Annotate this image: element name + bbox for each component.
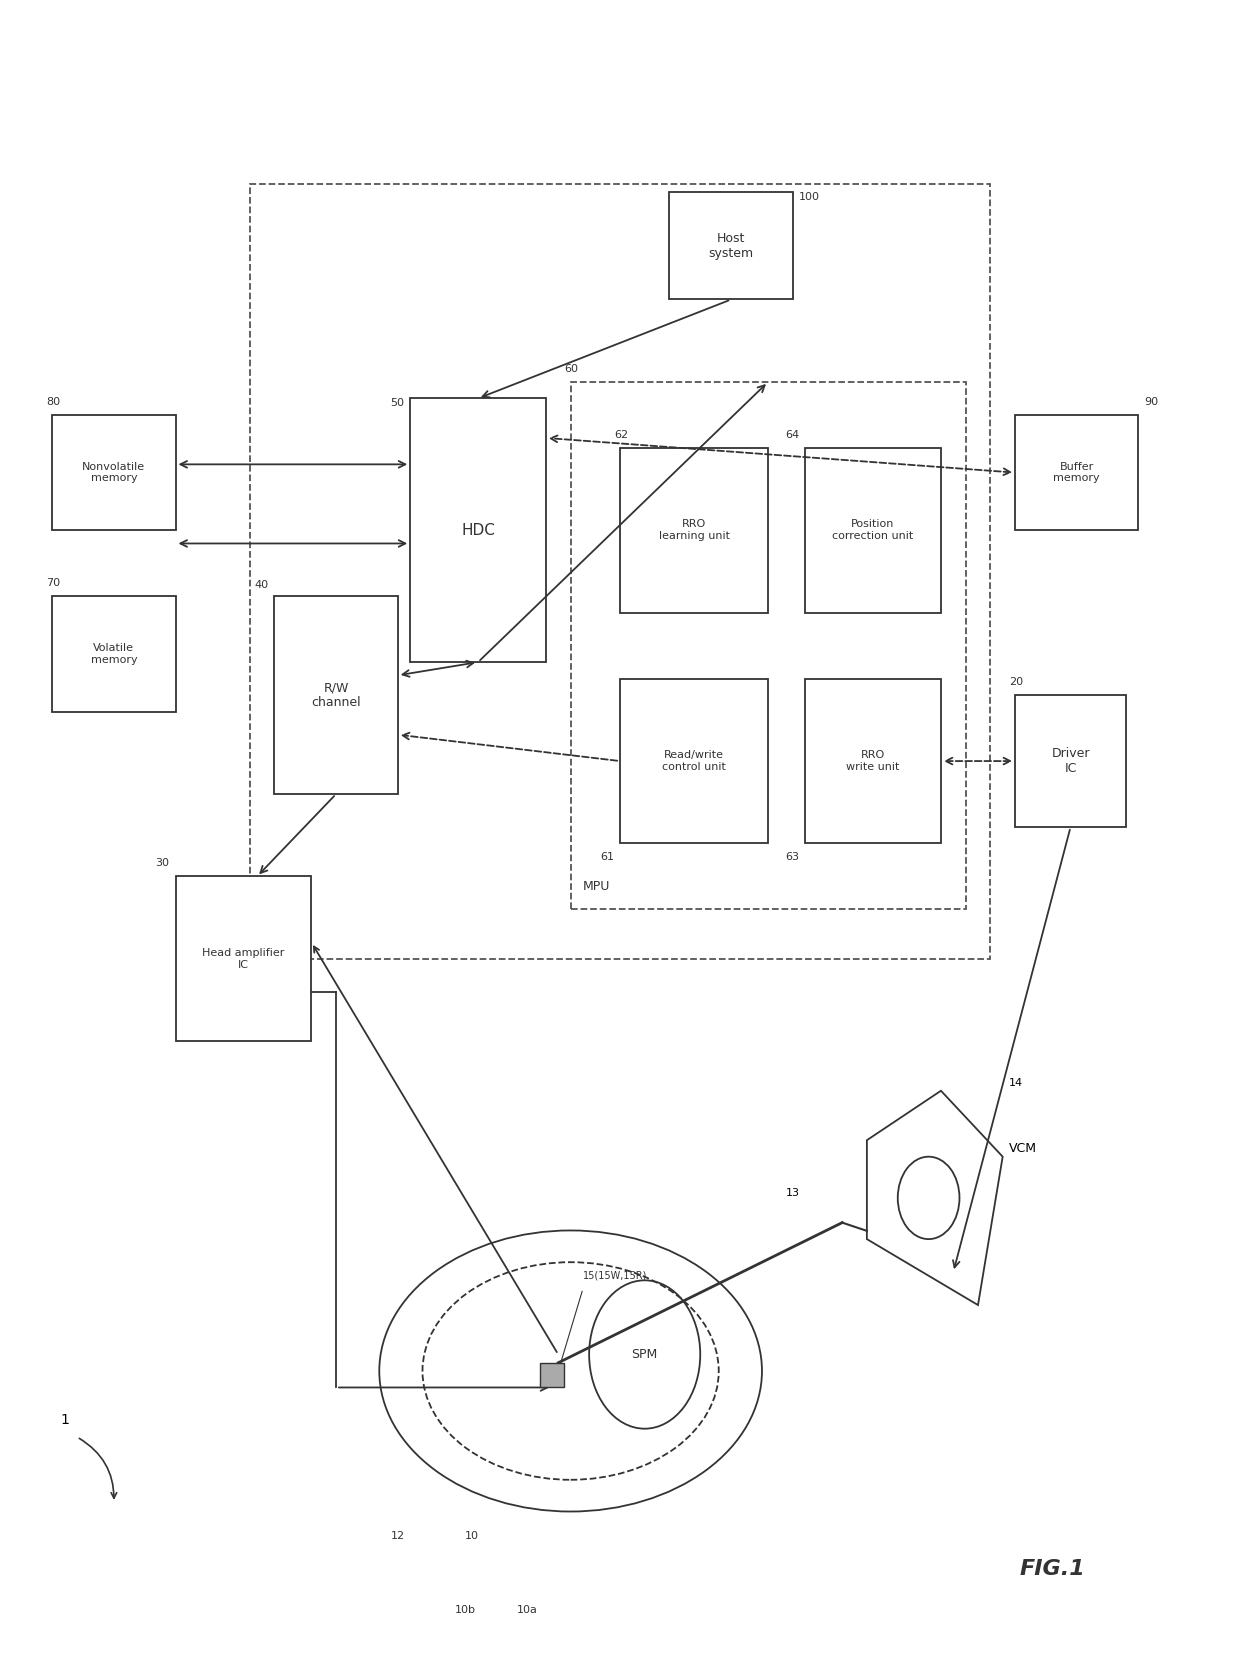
Text: 90: 90 [1145, 397, 1158, 407]
Text: Driver
IC: Driver IC [1052, 748, 1090, 776]
FancyBboxPatch shape [274, 595, 398, 794]
FancyBboxPatch shape [805, 678, 941, 844]
Text: SPM: SPM [631, 1348, 657, 1361]
FancyBboxPatch shape [539, 1363, 564, 1388]
FancyBboxPatch shape [1016, 415, 1138, 531]
Text: 10b: 10b [455, 1604, 476, 1614]
Text: 10a: 10a [517, 1604, 538, 1614]
FancyBboxPatch shape [52, 415, 176, 531]
Text: Host
system: Host system [708, 232, 754, 260]
FancyBboxPatch shape [620, 448, 768, 612]
Text: 1: 1 [60, 1414, 69, 1427]
FancyBboxPatch shape [52, 595, 176, 711]
Text: 80: 80 [46, 397, 60, 407]
FancyBboxPatch shape [670, 192, 792, 299]
Text: VCM: VCM [1009, 1141, 1037, 1154]
Text: Buffer
memory: Buffer memory [1054, 461, 1100, 483]
Text: Volatile
memory: Volatile memory [91, 643, 138, 665]
FancyBboxPatch shape [805, 448, 941, 612]
Text: 14: 14 [1009, 1077, 1023, 1088]
Text: 130: 130 [262, 941, 283, 951]
Text: 62: 62 [614, 430, 627, 440]
Text: 60: 60 [564, 364, 578, 374]
Text: Position
correction unit: Position correction unit [832, 519, 914, 541]
Text: 50: 50 [389, 399, 404, 409]
Text: 61: 61 [600, 852, 614, 862]
Text: Read/write
control unit: Read/write control unit [662, 751, 725, 772]
Text: 10: 10 [465, 1532, 479, 1542]
Text: Head amplifier
IC: Head amplifier IC [202, 948, 285, 969]
Text: HDC: HDC [461, 523, 495, 538]
Text: Nonvolatile
memory: Nonvolatile memory [82, 461, 145, 483]
Text: 40: 40 [254, 581, 268, 590]
Text: FIG.1: FIG.1 [1019, 1558, 1085, 1580]
FancyBboxPatch shape [620, 678, 768, 844]
Text: 20: 20 [1009, 676, 1023, 686]
Text: 15(15W,15R): 15(15W,15R) [583, 1270, 647, 1280]
Text: RRO
learning unit: RRO learning unit [658, 519, 729, 541]
Text: MPU: MPU [583, 880, 610, 893]
Text: RRO
write unit: RRO write unit [847, 751, 900, 772]
Text: 64: 64 [785, 430, 799, 440]
FancyBboxPatch shape [410, 399, 546, 662]
FancyBboxPatch shape [1016, 695, 1126, 827]
FancyBboxPatch shape [176, 877, 311, 1042]
Text: 30: 30 [155, 858, 170, 868]
Text: R/W
channel: R/W channel [311, 681, 361, 710]
Text: 63: 63 [785, 852, 799, 862]
Text: 13: 13 [786, 1188, 800, 1197]
Text: 100: 100 [799, 192, 820, 202]
Text: 12: 12 [391, 1532, 405, 1542]
Text: 70: 70 [46, 577, 60, 587]
